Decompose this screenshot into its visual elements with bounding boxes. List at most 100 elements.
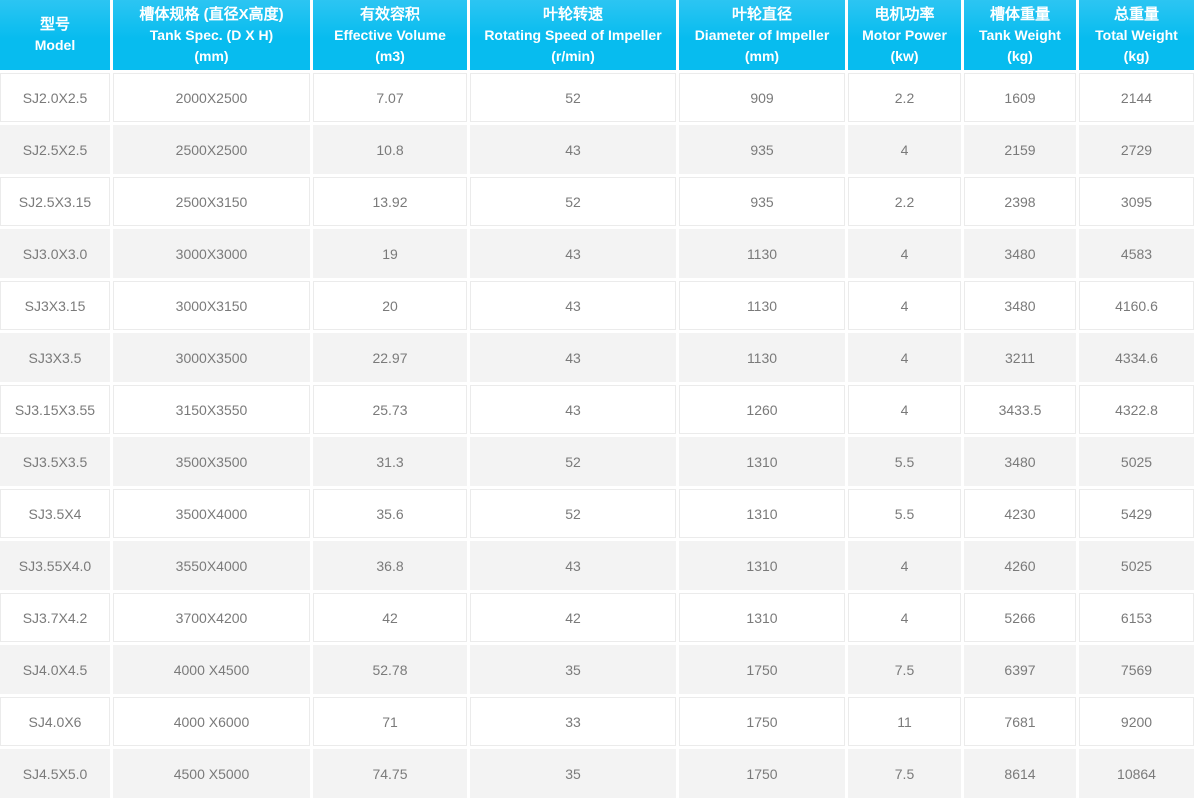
table-row: SJ3.5X4 3500X4000 35.6 52 1310 5.5 4230 5429: [0, 489, 1194, 538]
column-header-unit: (kg): [1123, 47, 1150, 64]
table-cell: 4000 X6000: [113, 697, 310, 746]
table-cell: 5025: [1079, 541, 1194, 590]
column-header-total-weight: 总重量 Total Weight (kg): [1079, 0, 1194, 70]
table-cell: 1750: [679, 749, 845, 798]
table-cell: 7569: [1079, 645, 1194, 694]
table-cell: SJ4.0X4.5: [0, 645, 110, 694]
column-header-impeller-diameter: 叶轮直径 Diameter of Impeller (mm): [679, 0, 845, 70]
table-row: SJ3.15X3.55 3150X3550 25.73 43 1260 4 3433.5 43…: [0, 385, 1194, 434]
table-row: SJ3.0X3.0 3000X3000 19 43 1130 4 3480 4583: [0, 229, 1194, 278]
column-header-model: 型号 Model: [0, 0, 110, 70]
table-cell: 5.5: [848, 489, 961, 538]
table-cell: SJ3.15X3.55: [0, 385, 110, 434]
table-cell: 3480: [964, 281, 1076, 330]
column-header-unit: (m3): [375, 47, 405, 64]
table-cell: 4160.6: [1079, 281, 1194, 330]
table-cell: 3480: [964, 437, 1076, 486]
table-cell: 7.07: [313, 73, 467, 122]
table-cell: 1310: [679, 593, 845, 642]
table-cell: 2159: [964, 125, 1076, 174]
table-cell: SJ3.5X3.5: [0, 437, 110, 486]
table-cell: 6397: [964, 645, 1076, 694]
column-header-zh: 有效容积: [359, 5, 420, 23]
column-header-zh: 叶轮直径: [731, 5, 792, 23]
table-cell: 3433.5: [964, 385, 1076, 434]
table-cell: 1750: [679, 645, 845, 694]
column-header-effective-volume: 有效容积 Effective Volume (m3): [313, 0, 467, 70]
table-cell: 8614: [964, 749, 1076, 798]
table-cell: 22.97: [313, 333, 467, 382]
table-cell: 1310: [679, 489, 845, 538]
table-cell: 52: [470, 73, 676, 122]
table-cell: 42: [313, 593, 467, 642]
table-cell: 25.73: [313, 385, 467, 434]
table-cell: SJ2.0X2.5: [0, 73, 110, 122]
table-cell: 1750: [679, 697, 845, 746]
table-cell: 1130: [679, 229, 845, 278]
table-cell: 5.5: [848, 437, 961, 486]
column-header-tank-weight: 槽体重量 Tank Weight (kg): [964, 0, 1076, 70]
table-cell: 19: [313, 229, 467, 278]
table-row: SJ3.55X4.0 3550X4000 36.8 43 1310 4 4260 5025: [0, 541, 1194, 590]
table-cell: 43: [470, 333, 676, 382]
table-cell: 6153: [1079, 593, 1194, 642]
table-cell: 11: [848, 697, 961, 746]
column-header-en: Motor Power: [862, 26, 947, 43]
table-cell: 52: [470, 177, 676, 226]
table-row: SJ4.0X6 4000 X6000 71 33 1750 11 7681 9200: [0, 697, 1194, 746]
table-row: SJ2.5X2.5 2500X2500 10.8 43 935 4 2159 2729: [0, 125, 1194, 174]
column-header-motor-power: 电机功率 Motor Power (kw): [848, 0, 961, 70]
table-cell: 3000X3150: [113, 281, 310, 330]
table-cell: 1310: [679, 437, 845, 486]
table-cell: SJ3.7X4.2: [0, 593, 110, 642]
column-header-en: Tank Weight: [979, 26, 1061, 43]
table-cell: 2.2: [848, 177, 961, 226]
table-cell: 3550X4000: [113, 541, 310, 590]
column-header-en: Model: [34, 37, 76, 53]
table-row: SJ3.7X4.2 3700X4200 42 42 1310 4 5266 6153: [0, 593, 1194, 642]
table-cell: 2729: [1079, 125, 1194, 174]
table-cell: 33: [470, 697, 676, 746]
table-row: SJ3X3.15 3000X3150 20 43 1130 4 3480 4160.6: [0, 281, 1194, 330]
table-cell: 71: [313, 697, 467, 746]
table-cell: 43: [470, 229, 676, 278]
table-cell: SJ2.5X2.5: [0, 125, 110, 174]
table-cell: 3480: [964, 229, 1076, 278]
table-cell: 35.6: [313, 489, 467, 538]
table-cell: 36.8: [313, 541, 467, 590]
table-cell: 935: [679, 177, 845, 226]
table-cell: 4: [848, 281, 961, 330]
column-header-unit: (r/min): [551, 47, 595, 64]
column-header-zh: 电机功率: [874, 5, 935, 23]
table-cell: 3211: [964, 333, 1076, 382]
column-header-en: Effective Volume: [334, 26, 446, 43]
table-cell: 42: [470, 593, 676, 642]
table-row: SJ2.0X2.5 2000X2500 7.07 52 909 2.2 1609 2144: [0, 73, 1194, 122]
table-cell: 4: [848, 385, 961, 434]
table-cell: 35: [470, 645, 676, 694]
column-header-unit: (mm): [744, 47, 780, 64]
column-header-zh: 总重量: [1113, 5, 1159, 23]
table-cell: 2000X2500: [113, 73, 310, 122]
table-cell: 5025: [1079, 437, 1194, 486]
table-cell: 35: [470, 749, 676, 798]
table-cell: 43: [470, 281, 676, 330]
table-row: SJ3.5X3.5 3500X3500 31.3 52 1310 5.5 3480 5025: [0, 437, 1194, 486]
column-header-zh: 型号: [39, 16, 70, 33]
table-cell: 4: [848, 229, 961, 278]
column-header-unit: (mm): [194, 47, 229, 64]
table-cell: 4: [848, 541, 961, 590]
table-cell: 1609: [964, 73, 1076, 122]
table-cell: SJ3X3.5: [0, 333, 110, 382]
table-cell: 3500X3500: [113, 437, 310, 486]
table-cell: 3700X4200: [113, 593, 310, 642]
table-cell: SJ3.55X4.0: [0, 541, 110, 590]
table-cell: 74.75: [313, 749, 467, 798]
table-cell: 4: [848, 333, 961, 382]
table-cell: 4230: [964, 489, 1076, 538]
table-cell: SJ3.5X4: [0, 489, 110, 538]
header-row: 型号 Model 槽体规格 (直径X高度) Tank Spec. (D X H)…: [0, 0, 1194, 70]
table-cell: 4583: [1079, 229, 1194, 278]
column-header-unit: (kw): [890, 47, 919, 64]
table-cell: 4000 X4500: [113, 645, 310, 694]
